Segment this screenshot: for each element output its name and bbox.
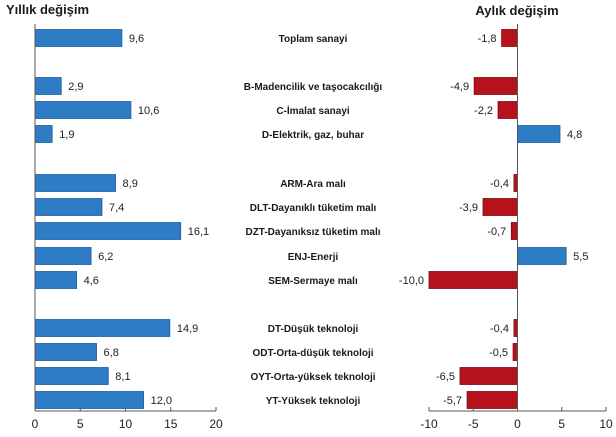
category-label: DT-Düşük teknoloji xyxy=(268,324,359,335)
monthly-value-label: -0,7 xyxy=(487,226,506,238)
annual-bars: 9,6 2,9 10,6 1,9 8,9 7,4 16,1 6,2 4,6 14,9 6,8 8,1 1… xyxy=(34,29,209,409)
monthly-bar xyxy=(513,319,518,337)
annual-bar xyxy=(34,77,62,95)
monthly-value-label: -1,8 xyxy=(478,33,497,45)
monthly-value-label: -0,4 xyxy=(490,323,509,335)
annual-value-label: 6,8 xyxy=(104,347,119,359)
annual-value-label: 6,2 xyxy=(98,251,113,263)
annual-bar xyxy=(34,391,144,409)
monthly-value-label: -10,0 xyxy=(399,275,424,287)
monthly-bar xyxy=(517,247,567,265)
annual-value-label: 8,9 xyxy=(123,178,138,190)
annual-value-label: 2,9 xyxy=(68,81,83,93)
monthly-bar xyxy=(513,174,518,192)
category-label: C-İmalat sanayi xyxy=(276,104,350,117)
category-label: YT-Yüksek teknoloji xyxy=(266,396,361,407)
annual-bar xyxy=(34,247,92,265)
annual-value-label: 9,6 xyxy=(129,33,144,45)
category-label: Toplam sanayi xyxy=(279,34,348,45)
monthly-value-label: -3,9 xyxy=(459,202,478,214)
monthly-value-label: -2,2 xyxy=(474,105,493,117)
monthly-bar xyxy=(501,29,518,47)
monthly-value-label: -0,4 xyxy=(490,178,509,190)
monthly-tick-label: -5 xyxy=(468,417,479,431)
annual-tick-label: 15 xyxy=(164,417,178,431)
annual-bar xyxy=(34,29,123,47)
category-label: OYT-Orta-yüksek teknoloji xyxy=(250,372,375,383)
annual-bar xyxy=(34,222,182,240)
monthly-bar xyxy=(512,343,518,361)
category-label: DLT-Dayanıklı tüketim malı xyxy=(250,203,377,214)
monthly-bar xyxy=(428,271,518,289)
monthly-value-label: -5,7 xyxy=(443,395,462,407)
category-label: D-Elektrik, gaz, buhar xyxy=(262,130,364,141)
monthly-x-axis: -10 -5 0 5 10 xyxy=(420,24,613,431)
annual-value-label: 10,6 xyxy=(138,105,159,117)
monthly-bar xyxy=(473,77,518,95)
annual-value-label: 12,0 xyxy=(151,395,172,407)
annual-tick-label: 10 xyxy=(119,417,133,431)
category-label: SEM-Sermaye malı xyxy=(268,276,358,287)
annual-value-label: 14,9 xyxy=(177,323,198,335)
monthly-bar xyxy=(497,101,518,119)
monthly-value-label: 4,8 xyxy=(567,129,582,141)
category-label: DZT-Dayanıksız tüketim malı xyxy=(245,227,380,238)
annual-value-label: 7,4 xyxy=(109,202,124,214)
monthly-bar xyxy=(510,222,518,240)
annual-value-label: 8,1 xyxy=(115,371,130,383)
monthly-value-label: 5,5 xyxy=(573,251,588,263)
monthly-bar xyxy=(459,367,518,385)
annual-bar xyxy=(34,343,97,361)
annual-tick-label: 20 xyxy=(209,417,223,431)
annual-value-label: 1,9 xyxy=(59,129,74,141)
monthly-tick-label: 5 xyxy=(558,417,565,431)
monthly-tick-label: 10 xyxy=(599,417,613,431)
category-label: ODT-Orta-düşük teknoloji xyxy=(252,348,373,359)
category-label: ENJ-Enerji xyxy=(288,252,339,263)
category-labels: Toplam sanayi B-Madencilik ve taşocakcılı… xyxy=(244,34,383,407)
monthly-tick-label: 0 xyxy=(514,417,521,431)
annual-tick-label: 5 xyxy=(77,417,84,431)
monthly-bar xyxy=(466,391,518,409)
category-label: ARM-Ara malı xyxy=(280,179,346,190)
annual-value-label: 16,1 xyxy=(188,226,209,238)
annual-bar xyxy=(34,271,78,289)
annual-bar xyxy=(34,198,103,216)
annual-bar xyxy=(34,367,109,385)
annual-bar xyxy=(34,125,53,143)
annual-value-label: 4,6 xyxy=(84,275,99,287)
monthly-value-label: -6,5 xyxy=(436,371,455,383)
monthly-value-label: -0,5 xyxy=(489,347,508,359)
monthly-value-label: -4,9 xyxy=(450,81,469,93)
category-label: B-Madencilik ve taşocakcılığı xyxy=(244,82,383,93)
monthly-bar xyxy=(517,125,561,143)
monthly-change-title: Aylık değişim xyxy=(475,3,558,18)
annual-bar xyxy=(34,174,116,192)
annual-bar xyxy=(34,319,171,337)
annual-bar xyxy=(34,101,132,119)
monthly-bars: -1,8 -4,9 -2,2 4,8 -0,4 -3,9 -0,7 5,5 -10,0 -0,4 -… xyxy=(399,29,588,409)
annual-change-title: Yıllık değişim xyxy=(6,2,89,17)
annual-x-axis: 0 5 10 15 20 xyxy=(32,24,223,431)
annual-tick-label: 0 xyxy=(32,417,39,431)
monthly-tick-label: -10 xyxy=(420,417,438,431)
monthly-bar xyxy=(482,198,518,216)
